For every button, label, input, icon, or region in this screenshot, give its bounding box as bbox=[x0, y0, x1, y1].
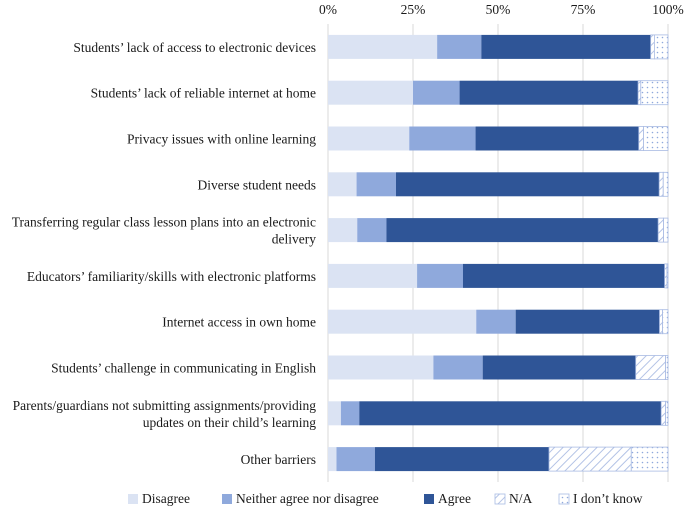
legend-swatch bbox=[222, 494, 232, 504]
x-tick-label: 75% bbox=[571, 2, 596, 17]
bar-segment: I don’t know: 0.7% bbox=[665, 355, 669, 380]
category-label: Parents/guardians not submitting assignm… bbox=[13, 398, 317, 413]
category-label: Other barriers bbox=[241, 452, 316, 467]
bar-segment: Disagree: 23.9% bbox=[328, 126, 410, 151]
x-tick-label: 0% bbox=[319, 2, 337, 17]
legend-swatch bbox=[558, 493, 570, 505]
bar-segment: Neither agree nor disagree: 13% bbox=[437, 34, 482, 59]
bar-segment: N/A: 1.4% bbox=[638, 126, 644, 151]
bars: Disagree: 32.1%Neither agree nor disagre… bbox=[328, 34, 669, 472]
bar-segment: Agree: 45% bbox=[482, 355, 636, 380]
bar-segment: I don’t know: 1.3% bbox=[663, 217, 669, 243]
bar-segment: Agree: 42.3% bbox=[515, 309, 660, 334]
legend-label: Neither agree nor disagree bbox=[236, 491, 379, 506]
x-tick-label: 25% bbox=[401, 2, 426, 17]
category-labels: Students’ lack of access to electronic d… bbox=[12, 40, 317, 467]
category-label: Students’ lack of access to electronic d… bbox=[73, 40, 316, 55]
bar-segment: Disagree: 25% bbox=[328, 80, 413, 105]
bar-segment: I don’t know: 8% bbox=[640, 80, 669, 106]
x-tick-label: 50% bbox=[486, 2, 511, 17]
bar-segment: Neither agree nor disagree: 13.5% bbox=[417, 263, 463, 288]
bar-segment: N/A: 8.8% bbox=[635, 355, 667, 380]
bar-segment: Disagree: 32.1% bbox=[328, 34, 438, 59]
bar-segment: Disagree: 3.8% bbox=[328, 401, 341, 426]
category-label: Educators’ familiarity/skills with elect… bbox=[27, 269, 316, 284]
bar-segment: Disagree: 8.6% bbox=[328, 218, 358, 243]
x-tick-label: 100% bbox=[652, 2, 684, 17]
bar-segment: I don’t know: 0.7% bbox=[665, 400, 669, 426]
bar-segment: Neither agree nor disagree: 19.5% bbox=[409, 126, 476, 151]
bar-segment: Disagree: 2.5% bbox=[328, 447, 337, 472]
bar-segment: Agree: 52.5% bbox=[459, 80, 639, 105]
legend: Disagree Neither agree nor disagree Agree N… bbox=[128, 491, 643, 506]
category-label: Diverse student needs bbox=[198, 177, 316, 192]
bar-segment: Agree: 79.9% bbox=[386, 218, 659, 243]
bar-segment: Agree: 88.8% bbox=[359, 401, 662, 426]
bar-segment: N/A: 1.3% bbox=[660, 400, 667, 426]
bar-segment: Neither agree nor disagree: 14.5% bbox=[433, 355, 483, 380]
bar-segment: Neither agree nor disagree: 5.4% bbox=[340, 401, 360, 426]
bar-segment: I don’t know: 0.3% bbox=[666, 263, 669, 289]
bar-segment: Agree: 48% bbox=[475, 126, 639, 151]
bar-segment: Agree: 49.8% bbox=[481, 34, 651, 59]
bar-segment: N/A: 0.8% bbox=[637, 80, 642, 106]
legend-label: Disagree bbox=[142, 491, 190, 506]
bar-segment: I don’t know: 7.2% bbox=[643, 126, 669, 151]
bar-segment: Disagree: 8.4% bbox=[328, 172, 357, 197]
bar-segment: Disagree: 31% bbox=[328, 355, 434, 380]
bar-segment: N/A: 1.1% bbox=[650, 34, 655, 60]
legend-swatch bbox=[494, 493, 506, 505]
category-label: Transferring regular class lesson plans … bbox=[12, 215, 316, 230]
bar-segment: Neither agree nor disagree: 11.3% bbox=[336, 447, 375, 472]
bar-segment: Agree: 77.4% bbox=[396, 172, 660, 197]
bar-segment: N/A: 1.6% bbox=[657, 217, 664, 243]
category-label: updates on their child’s learning bbox=[143, 415, 316, 430]
legend-swatch bbox=[128, 494, 138, 504]
bar-segment: Disagree: 26.2% bbox=[328, 263, 418, 288]
x-axis-ticks: 0% 25% 50% 75% 100% bbox=[319, 2, 684, 17]
category-label: Internet access in own home bbox=[162, 315, 316, 330]
bar-segment: N/A: 0.9% bbox=[659, 309, 663, 335]
bar-segment: I don’t know: 1.6% bbox=[662, 309, 669, 335]
legend-swatch bbox=[424, 494, 434, 504]
bar-segment: I don’t know: 10.8% bbox=[630, 446, 669, 472]
bar-segment: I don’t know: 4% bbox=[654, 34, 669, 60]
bar-segment: N/A: 1.2% bbox=[658, 171, 664, 197]
legend-label: Agree bbox=[438, 491, 471, 506]
category-label: delivery bbox=[272, 232, 316, 247]
bar-segment: I don’t know: 1.4% bbox=[662, 171, 669, 197]
bar-segment: Neither agree nor disagree: 8.6% bbox=[357, 218, 387, 243]
bar-segment: Neither agree nor disagree: 11.6% bbox=[476, 309, 516, 334]
category-label: Students’ lack of reliable internet at h… bbox=[91, 86, 316, 101]
legend-label: I don’t know bbox=[573, 491, 643, 506]
bar-segment: N/A: 24.2% bbox=[548, 446, 632, 472]
bar-segment: Neither agree nor disagree: 13.7% bbox=[413, 80, 460, 105]
category-label: Students’ challenge in communicating in … bbox=[51, 361, 316, 376]
bar-segment: Agree: 51.2% bbox=[374, 447, 549, 472]
legend-label: N/A bbox=[509, 491, 533, 506]
bar-segment: Agree: 59.3% bbox=[462, 263, 665, 288]
category-label: Privacy issues with online learning bbox=[127, 132, 316, 147]
bar-segment: Disagree: 43.6% bbox=[328, 309, 477, 334]
bar-segment: Neither agree nor disagree: 11.6% bbox=[356, 172, 396, 197]
